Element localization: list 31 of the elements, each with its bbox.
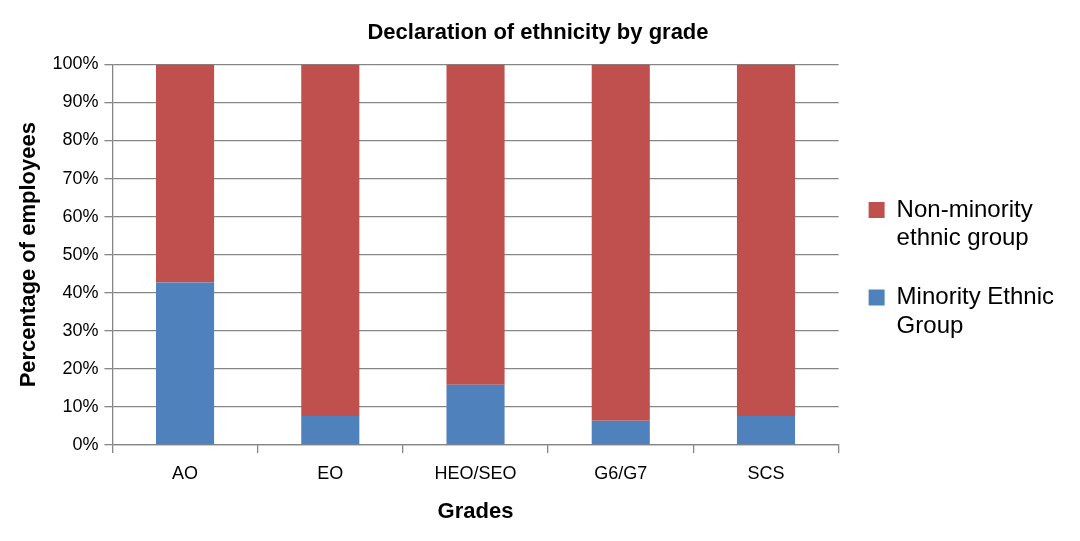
x-tick-label: HEO/SEO (434, 462, 517, 483)
y-tick-label: 70% (62, 167, 99, 188)
bar (301, 416, 360, 445)
y-tick-label: 90% (62, 91, 99, 112)
bar (156, 64, 215, 283)
bar (591, 420, 650, 445)
x-tick-label: AO (172, 462, 199, 483)
bar (591, 64, 650, 421)
bar (736, 64, 796, 417)
bar (156, 282, 215, 445)
chart-title: Declaration of ethnicity by grade (367, 19, 709, 45)
legend-label: Minority Ethnic Group (896, 282, 1055, 338)
x-tick-label: SCS (747, 462, 785, 483)
y-tick-label: 40% (62, 281, 99, 302)
y-tick-label: 30% (62, 319, 99, 340)
x-tick-label: EO (317, 462, 344, 483)
y-tick-label: 60% (62, 205, 99, 226)
bar (446, 384, 505, 445)
y-axis-title: Percentage of employees (15, 122, 41, 388)
y-tick-label: 10% (62, 395, 99, 416)
y-tick-label: 0% (72, 433, 99, 454)
legend-label: Non-minority ethnic group (896, 194, 1033, 251)
bar (301, 64, 360, 417)
y-tick-label: 80% (62, 129, 99, 150)
bar (446, 64, 505, 385)
bar (736, 416, 796, 445)
y-tick-label: 50% (62, 243, 99, 264)
y-tick-label: 100% (52, 53, 99, 74)
y-tick-label: 20% (62, 357, 99, 378)
x-tick-label: G6/G7 (594, 462, 648, 483)
x-axis-title: Grades (437, 497, 514, 523)
